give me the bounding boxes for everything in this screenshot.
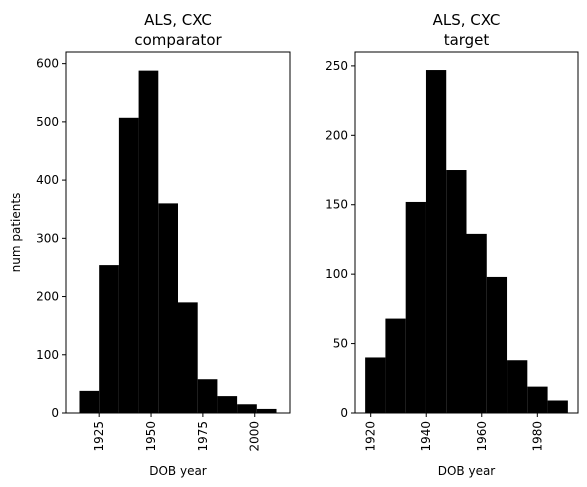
histogram-bar bbox=[446, 170, 467, 413]
x-tick-label: 1950 bbox=[144, 421, 158, 452]
y-tick-label: 150 bbox=[325, 198, 348, 212]
histogram-bar bbox=[178, 302, 198, 413]
y-tick-label: 100 bbox=[36, 348, 59, 362]
chart-title-line: target bbox=[444, 31, 490, 49]
histogram-bar bbox=[547, 400, 568, 413]
x-axis-label: DOB year bbox=[149, 464, 207, 478]
histogram-bar bbox=[385, 318, 406, 413]
x-tick-label: 1940 bbox=[419, 421, 433, 452]
histogram-bar bbox=[197, 379, 218, 413]
histogram-bar bbox=[256, 408, 277, 413]
y-tick-label: 600 bbox=[36, 57, 59, 71]
chart-target: ALS, CXC target 0 50 100 150 200 250 1920 1940 196… bbox=[325, 11, 579, 478]
y-tick-label: 400 bbox=[36, 173, 59, 187]
chart-title-line: comparator bbox=[134, 31, 222, 49]
y-tick-label: 250 bbox=[325, 59, 348, 73]
chart-comparator: ALS, CXC comparator 0 100 200 300 400 500 600 192… bbox=[9, 11, 291, 478]
x-axis-label: DOB year bbox=[438, 464, 496, 478]
histogram-bar bbox=[138, 70, 159, 413]
y-tick-label: 0 bbox=[340, 406, 348, 420]
y-axis-label: num patients bbox=[9, 193, 23, 273]
histogram-bar bbox=[158, 203, 178, 413]
histogram-bar bbox=[507, 360, 528, 413]
histogram-bar bbox=[79, 390, 100, 413]
x-tick-label: 1925 bbox=[92, 421, 106, 452]
histogram-bar bbox=[237, 404, 257, 413]
y-tick-label: 100 bbox=[325, 267, 348, 281]
histogram-bar bbox=[99, 265, 119, 413]
y-tick-label: 500 bbox=[36, 115, 59, 129]
histogram-bar bbox=[486, 276, 508, 413]
plot-frame bbox=[354, 51, 579, 414]
x-tick-label: 1960 bbox=[475, 421, 489, 452]
histogram-bar bbox=[527, 386, 548, 413]
chart-title-line: ALS, CXC bbox=[433, 11, 501, 29]
y-tick-label: 50 bbox=[333, 337, 348, 351]
y-tick-label: 200 bbox=[36, 290, 59, 304]
x-tick-label: 1975 bbox=[196, 421, 210, 452]
histogram-bar bbox=[118, 117, 139, 413]
histogram-bar bbox=[365, 357, 386, 413]
histogram-bar bbox=[466, 233, 487, 413]
histogram-bar bbox=[217, 396, 238, 413]
plot-frame bbox=[65, 51, 291, 414]
histogram-bar bbox=[425, 70, 447, 414]
x-tick-label: 1920 bbox=[364, 421, 378, 452]
y-tick-label: 200 bbox=[325, 128, 348, 142]
x-tick-label: 2000 bbox=[248, 421, 262, 452]
x-tick-label: 1980 bbox=[530, 421, 544, 452]
y-tick-label: 300 bbox=[36, 231, 59, 245]
y-tick-label: 0 bbox=[51, 406, 59, 420]
histogram-bar bbox=[405, 201, 426, 413]
chart-title-line: ALS, CXC bbox=[144, 11, 212, 29]
